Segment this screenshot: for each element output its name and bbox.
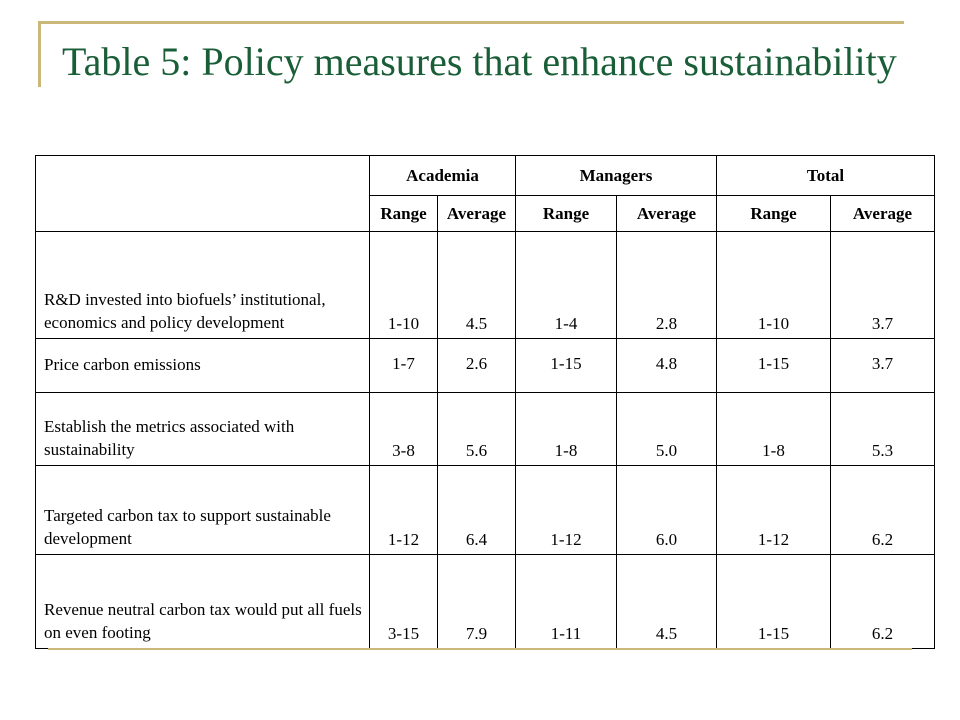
measure-label: Establish the metrics associated with su… xyxy=(35,392,370,466)
value-cell: 4.8 xyxy=(616,338,717,393)
table-row: Price carbon emissions 1-7 2.6 1-15 4.8 … xyxy=(35,338,936,393)
measure-label: Revenue neutral carbon tax would put all… xyxy=(35,554,370,649)
group-header-row: Academia Managers Total xyxy=(35,155,936,232)
sub-header-cell: Range xyxy=(515,195,617,232)
value-cell: 1-12 xyxy=(716,465,831,555)
value-cell: 4.5 xyxy=(437,231,516,339)
value-cell: 6.2 xyxy=(829,465,936,555)
value-cell: 1-10 xyxy=(716,231,831,339)
value-cell: 2.6 xyxy=(437,338,516,393)
value-cell: 1-12 xyxy=(515,465,617,555)
value-cell: 1-15 xyxy=(716,338,831,393)
value-cell: 5.0 xyxy=(616,392,717,466)
value-cell: 7.9 xyxy=(437,554,516,649)
sub-header-row: Range Average Range Average Range Averag… xyxy=(36,195,936,232)
title-accent-line-top xyxy=(38,21,904,24)
sub-header-cell: Range xyxy=(369,195,438,232)
sub-header-cell: Average xyxy=(616,195,717,232)
table-row: R&D invested into biofuels’ institutiona… xyxy=(35,231,936,339)
value-cell: 2.8 xyxy=(616,231,717,339)
value-cell: 3.7 xyxy=(829,338,936,393)
value-cell: 1-8 xyxy=(716,392,831,466)
table-row: Establish the metrics associated with su… xyxy=(35,392,936,466)
value-cell: 1-15 xyxy=(515,338,617,393)
value-cell: 6.4 xyxy=(437,465,516,555)
value-cell: 4.5 xyxy=(616,554,717,649)
table-row: Revenue neutral carbon tax would put all… xyxy=(35,554,936,649)
value-cell: 3.7 xyxy=(829,231,936,339)
policy-measures-table: Academia Managers Total Range Average Ra… xyxy=(35,155,936,649)
value-cell: 5.3 xyxy=(829,392,936,466)
value-cell: 6.2 xyxy=(829,554,936,649)
group-header-total: Total xyxy=(715,155,936,196)
sub-header-cell: Average xyxy=(829,195,936,232)
value-cell: 1-4 xyxy=(515,231,617,339)
value-cell: 1-11 xyxy=(515,554,617,649)
value-cell: 1-8 xyxy=(515,392,617,466)
value-cell: 1-15 xyxy=(716,554,831,649)
value-cell: 3-8 xyxy=(369,392,438,466)
sub-header-cell: Range xyxy=(716,195,831,232)
measure-header-cell xyxy=(35,155,370,232)
group-header-academia: Academia xyxy=(369,155,516,196)
sub-header-cell: Average xyxy=(437,195,516,232)
group-header-managers: Managers xyxy=(515,155,717,196)
value-cell: 3-15 xyxy=(369,554,438,649)
slide-title: Table 5: Policy measures that enhance su… xyxy=(62,39,897,84)
measure-label: Targeted carbon tax to support sustainab… xyxy=(35,465,370,555)
value-cell: 6.0 xyxy=(616,465,717,555)
measure-label: Price carbon emissions xyxy=(35,338,370,393)
value-cell: 1-7 xyxy=(369,338,438,393)
table-row: Targeted carbon tax to support sustainab… xyxy=(35,465,936,555)
title-accent-line-left xyxy=(38,21,41,87)
value-cell: 5.6 xyxy=(437,392,516,466)
bottom-accent-line xyxy=(48,648,912,650)
value-cell: 1-12 xyxy=(369,465,438,555)
value-cell: 1-10 xyxy=(369,231,438,339)
measure-label: R&D invested into biofuels’ institutiona… xyxy=(35,231,370,339)
